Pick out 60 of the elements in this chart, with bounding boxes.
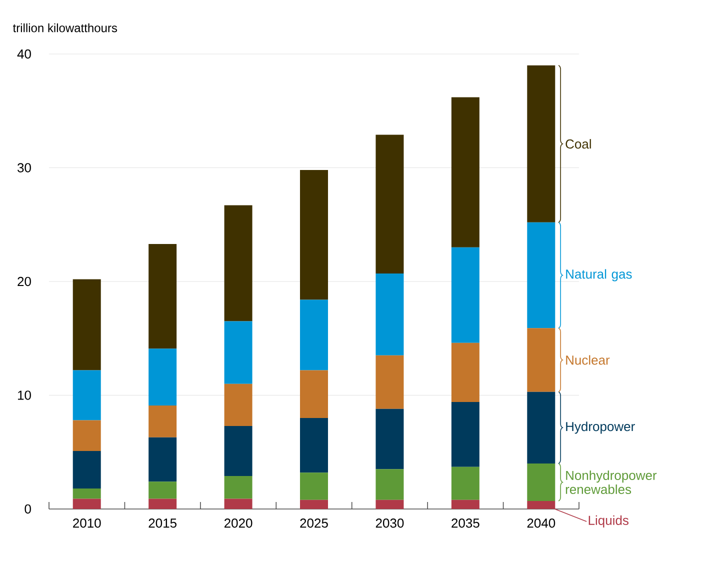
bar	[527, 65, 556, 222]
bar	[527, 463, 556, 502]
x-tick-label: 2025	[300, 518, 328, 528]
bar	[72, 279, 101, 370]
bar	[148, 437, 177, 482]
bar	[451, 97, 480, 248]
x-tick-label: 2035	[452, 518, 480, 528]
bar	[376, 274, 404, 356]
bar	[148, 348, 177, 406]
bar	[72, 420, 101, 451]
bar	[376, 500, 404, 509]
x-tick-label: 2015	[148, 518, 176, 528]
bar	[527, 392, 556, 464]
bar	[72, 370, 101, 420]
bar	[148, 498, 177, 509]
bar	[148, 244, 177, 349]
bar	[224, 321, 252, 384]
bar	[224, 498, 252, 509]
bar	[224, 205, 252, 322]
y-tick-label: 40	[17, 49, 31, 59]
y-axis-title: trillion kilowatthours	[12, 23, 118, 32]
bar	[300, 370, 328, 418]
bar	[72, 450, 101, 489]
y-tick-label: 30	[18, 163, 31, 172]
bar	[224, 384, 252, 426]
bar	[451, 247, 480, 343]
bar	[300, 472, 328, 500]
bar	[224, 476, 252, 499]
series-label: Natural gas	[566, 269, 632, 282]
y-tick-label: 20	[18, 276, 31, 286]
x-tick-label: 2030	[376, 518, 404, 528]
bar	[451, 402, 480, 467]
y-tick-label: 0	[24, 504, 31, 514]
series-label: Coal	[566, 139, 591, 149]
bar	[148, 482, 177, 499]
bar	[300, 170, 328, 300]
legend-label: Liquids	[588, 515, 628, 528]
bar	[527, 222, 556, 328]
bar	[72, 498, 101, 509]
y-tick-label: 10	[18, 390, 31, 400]
bar	[300, 500, 328, 509]
bar	[376, 469, 404, 500]
bar	[451, 466, 480, 500]
bar	[376, 355, 404, 409]
series-label: Hydropower	[566, 422, 635, 434]
bar	[300, 300, 328, 370]
bar	[527, 328, 556, 392]
bar	[376, 134, 404, 274]
x-tick-label: 2040	[527, 518, 556, 528]
bar	[451, 500, 480, 509]
bar	[300, 418, 328, 473]
bar	[148, 405, 177, 438]
bar	[451, 342, 480, 402]
bar	[72, 488, 101, 499]
x-tick-label: 2020	[224, 518, 252, 528]
x-tick-label: 2010	[73, 518, 101, 528]
bar	[376, 408, 404, 470]
series-label: Nuclear	[566, 355, 610, 365]
bar	[224, 426, 252, 476]
series-label: Nonhydropower renewables	[566, 470, 657, 494]
